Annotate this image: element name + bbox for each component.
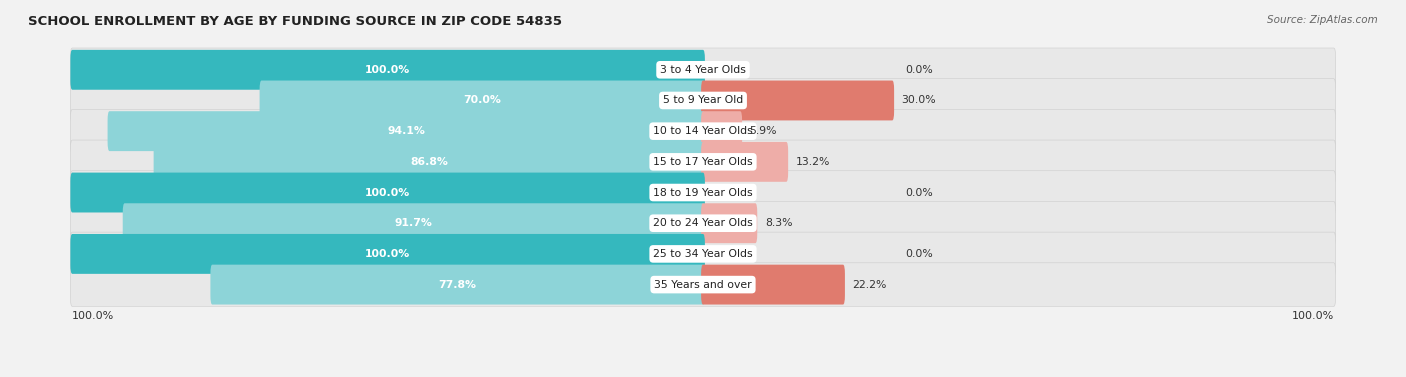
FancyBboxPatch shape — [70, 79, 1336, 122]
Text: 3 to 4 Year Olds: 3 to 4 Year Olds — [659, 65, 747, 75]
Text: 100.0%: 100.0% — [366, 187, 411, 198]
Text: 5.9%: 5.9% — [749, 126, 778, 136]
Text: 0.0%: 0.0% — [905, 187, 932, 198]
Text: 100.0%: 100.0% — [72, 311, 114, 321]
FancyBboxPatch shape — [211, 265, 704, 305]
Text: 94.1%: 94.1% — [387, 126, 425, 136]
Text: 10 to 14 Year Olds: 10 to 14 Year Olds — [654, 126, 752, 136]
FancyBboxPatch shape — [702, 203, 758, 243]
Text: 30.0%: 30.0% — [901, 95, 936, 106]
Text: 5 to 9 Year Old: 5 to 9 Year Old — [662, 95, 744, 106]
FancyBboxPatch shape — [70, 140, 1336, 184]
FancyBboxPatch shape — [70, 109, 1336, 153]
FancyBboxPatch shape — [70, 171, 1336, 214]
Text: 70.0%: 70.0% — [464, 95, 501, 106]
FancyBboxPatch shape — [70, 234, 704, 274]
Text: 0.0%: 0.0% — [905, 65, 932, 75]
Text: Source: ZipAtlas.com: Source: ZipAtlas.com — [1267, 15, 1378, 25]
Text: 22.2%: 22.2% — [852, 280, 887, 290]
FancyBboxPatch shape — [70, 48, 1336, 92]
Text: 20 to 24 Year Olds: 20 to 24 Year Olds — [654, 218, 752, 228]
FancyBboxPatch shape — [702, 81, 894, 120]
Text: 91.7%: 91.7% — [395, 218, 433, 228]
FancyBboxPatch shape — [260, 81, 704, 120]
FancyBboxPatch shape — [70, 232, 1336, 276]
FancyBboxPatch shape — [702, 142, 789, 182]
Text: 18 to 19 Year Olds: 18 to 19 Year Olds — [654, 187, 752, 198]
FancyBboxPatch shape — [702, 265, 845, 305]
FancyBboxPatch shape — [122, 203, 704, 243]
FancyBboxPatch shape — [70, 201, 1336, 245]
FancyBboxPatch shape — [70, 173, 704, 213]
FancyBboxPatch shape — [108, 111, 704, 151]
Text: 25 to 34 Year Olds: 25 to 34 Year Olds — [654, 249, 752, 259]
Text: 15 to 17 Year Olds: 15 to 17 Year Olds — [654, 157, 752, 167]
Text: 100.0%: 100.0% — [366, 249, 411, 259]
Text: 100.0%: 100.0% — [1292, 311, 1334, 321]
Text: 8.3%: 8.3% — [765, 218, 793, 228]
FancyBboxPatch shape — [702, 111, 742, 151]
Text: SCHOOL ENROLLMENT BY AGE BY FUNDING SOURCE IN ZIP CODE 54835: SCHOOL ENROLLMENT BY AGE BY FUNDING SOUR… — [28, 15, 562, 28]
Text: 13.2%: 13.2% — [796, 157, 830, 167]
FancyBboxPatch shape — [70, 263, 1336, 307]
Text: 35 Years and over: 35 Years and over — [654, 280, 752, 290]
Text: 77.8%: 77.8% — [439, 280, 477, 290]
Text: 100.0%: 100.0% — [366, 65, 411, 75]
Text: 86.8%: 86.8% — [411, 157, 449, 167]
Text: 0.0%: 0.0% — [905, 249, 932, 259]
FancyBboxPatch shape — [153, 142, 704, 182]
FancyBboxPatch shape — [70, 50, 704, 90]
